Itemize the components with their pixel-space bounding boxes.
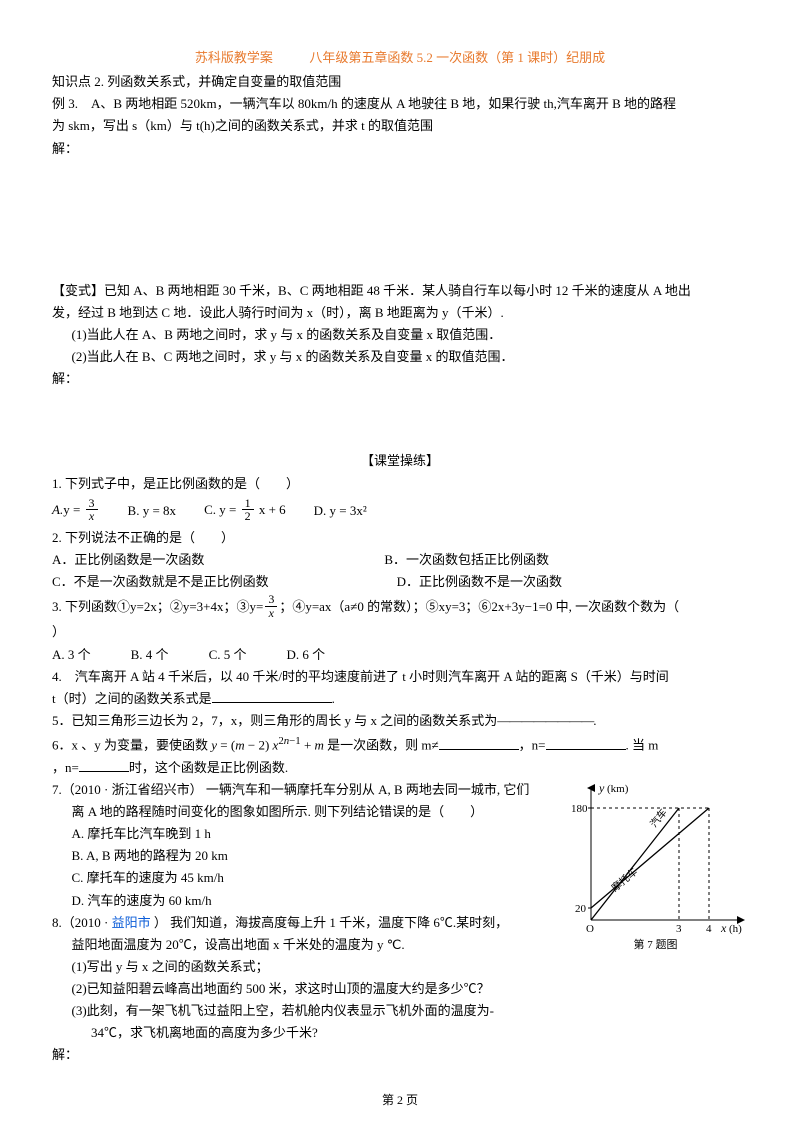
fraction-icon: 3 x [265,593,277,619]
q8-solution-label: 解： [52,1045,748,1065]
variant-line1: 【变式】已知 A、B 两地相距 30 千米，B、C 两地相距 48 千米．某人骑… [52,281,748,301]
practice-title: 【课堂操练】 [52,451,748,471]
q1-option-a: A.y = 3 x [52,498,100,524]
svg-text:180: 180 [571,803,588,815]
q1-stem: 1. 下列式子中，是正比例函数的是（ ） [52,474,748,494]
svg-text:O: O [586,923,594,935]
q8-sub3a: (3)此刻，有一架飞机飞过益阳上空，若机舱内仪表显示飞机外面的温度为- [52,1001,551,1021]
svg-text:20: 20 [575,903,587,915]
q4-line2: t（时）之间的函数关系式是. [52,689,748,709]
q2-option-c: C．不是一次函数就是不是正比例函数 [52,572,269,592]
q8-line2: 益阳地面温度为 20℃，设高出地面 x 千米处的温度为 y ℃. [52,935,551,955]
svg-text:摩托车: 摩托车 [609,865,640,894]
page-footer: 第 2 页 [0,1091,800,1110]
blank-field [439,737,519,749]
q1-option-d: D. y = 3x² [314,501,367,521]
svg-text:y: y [598,781,605,795]
city-link: 益阳市 [112,915,151,930]
svg-text:4: 4 [706,923,712,935]
q2-option-d: D．正比例函数不是一次函数 [397,572,562,592]
q4-line1: 4. 汽车离开 A 站 4 千米后，以 40 千米/时的平均速度前进了 t 小时… [52,667,748,687]
q8-sub3b: 34℃，求飞机离地面的高度为多少千米? [52,1023,551,1043]
q7-option-c: C. 摩托车的速度为 45 km/h [52,868,551,888]
q2-option-a: A．正比例函数是一次函数 [52,550,204,570]
q7-chart: 180 20 O 3 4 汽车 摩托车 y(km) x(h) [563,780,748,935]
solution-label-2: 解： [52,369,748,389]
solution-label: 解： [52,139,748,159]
svg-text:3: 3 [676,923,682,935]
q3-close: ） [52,622,748,642]
svg-text:汽车: 汽车 [647,806,670,830]
q3-option-b: B. 4 个 [131,645,169,665]
q2-row1: A．正比例函数是一次函数 B．一次函数包括正比例函数 [52,550,748,570]
q7-option-a: A. 摩托车比汽车晚到 1 h [52,824,551,844]
q6-line1: 6．x 、y 为变量，要使函数 y = (m − 2) x2n−1 + m 是一… [52,733,748,755]
q5: 5．已知三角形三边长为 2，7，x，则三角形的周长 y 与 x 之间的函数关系式… [52,711,748,731]
q3-option-d: D. 6 个 [286,645,325,665]
example3-line2: 为 skm，写出 s（km）与 t(h)之间的函数关系式，并求 t 的取值范围 [52,116,748,136]
fraction-icon: 1 2 [242,497,254,523]
knowledge-point: 知识点 2. 列函数关系式，并确定自变量的取值范围 [52,72,748,92]
svg-text:(h): (h) [729,923,742,935]
q1-option-b: B. y = 8x [128,501,177,521]
variant-sub1: (1)当此人在 A、B 两地之间时，求 y 与 x 的函数关系及自变量 x 取值… [52,325,748,345]
fraction-icon: 3 x [86,497,98,523]
q1-option-c: C. y = 1 2 x + 6 [204,498,286,524]
q7-caption: 第 7 题图 [563,937,748,954]
svg-text:x: x [720,921,727,935]
q3-options: A. 3 个 B. 4 个 C. 5 个 D. 6 个 [52,645,748,665]
blank-field [212,691,332,703]
header-left: 苏科版教学案 [195,50,273,65]
q8-sub1: (1)写出 y 与 x 之间的函数关系式； [52,957,551,977]
header-right: 八年级第五章函数 5.2 一次函数（第 1 课时）纪朋成 [309,50,605,65]
q8-line1: 8.（2010 · 益阳市 ） 我们知道，海拔高度每上升 1 千米，温度下降 6… [52,913,551,933]
page-header: 苏科版教学案 八年级第五章函数 5.2 一次函数（第 1 课时）纪朋成 [52,48,748,68]
q3-option-a: A. 3 个 [52,645,91,665]
q7-option-d: D. 汽车的速度为 60 km/h [52,891,551,911]
example3-line1: 例 3. A、B 两地相距 520km，一辆汽车以 80km/h 的速度从 A … [52,94,748,114]
q7-option-b: B. A, B 两地的路程为 20 km [52,846,551,866]
variant-line2: 发，经过 B 地到达 C 地．设此人骑行时间为 x（时），离 B 地距离为 y（… [52,303,748,323]
blank-field [546,737,626,749]
svg-text:(km): (km) [607,783,629,795]
q2-option-b: B．一次函数包括正比例函数 [384,550,549,570]
q2-stem: 2. 下列说法不正确的是（ ） [52,528,748,548]
q7-line1: 7.（2010 · 浙江省绍兴市） 一辆汽车和一辆摩托车分别从 A, B 两地去… [52,780,551,800]
q7-line2: 离 A 地的路程随时间变化的图象如图所示. 则下列结论错误的是（ ） [52,802,551,822]
q6-line2: ，n=时，这个函数是正比例函数. [52,758,748,778]
q1-options: A.y = 3 x B. y = 8x C. y = 1 2 x + 6 D. … [52,498,748,524]
q3-stem: 3. 下列函数①y=2x；②y=3+4x；③y= 3 x ；④y=ax（a≠0 … [52,594,748,620]
q2-row2: C．不是一次函数就是不是正比例函数 D．正比例函数不是一次函数 [52,572,748,592]
q3-option-c: C. 5 个 [209,645,247,665]
variant-sub2: (2)当此人在 B、C 两地之间时，求 y 与 x 的函数关系及自变量 x 的取… [52,347,748,367]
q8-sub2: (2)已知益阳碧云峰高出地面约 500 米，求这时山顶的温度大约是多少℃？ [52,979,551,999]
blank-field [79,759,129,771]
